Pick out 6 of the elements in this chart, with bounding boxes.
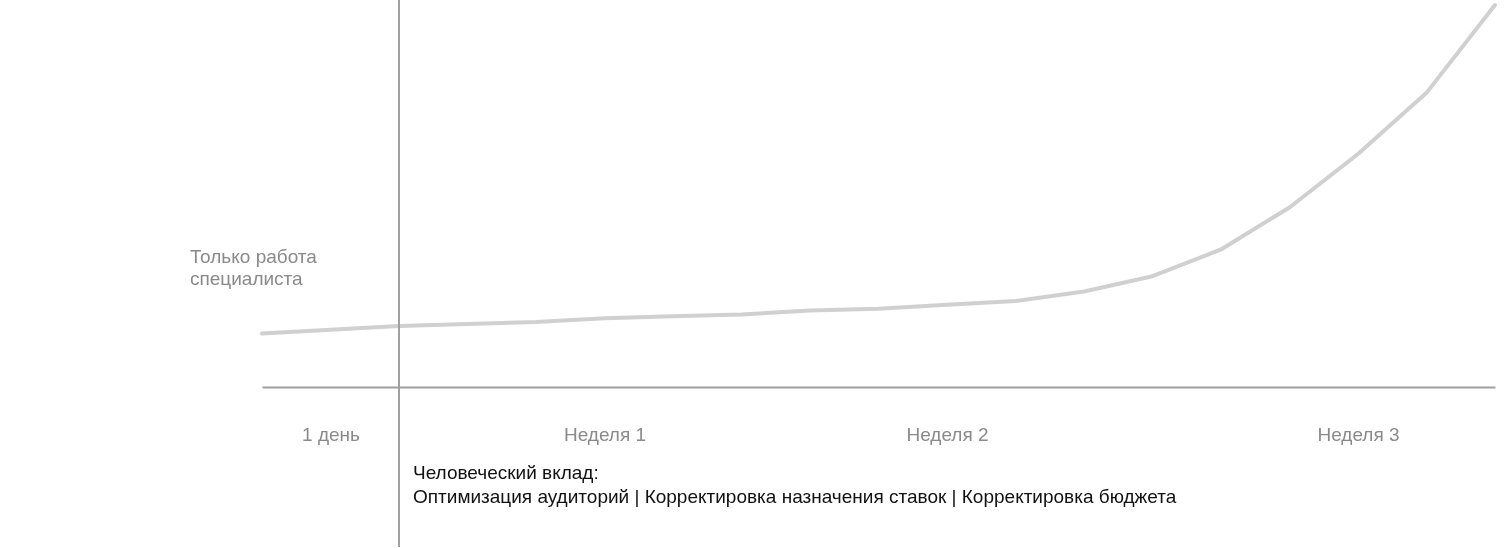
x-tick-label: 1 день — [302, 423, 361, 445]
text: Человеческий вклад: Оптимизация аудиторий | Корректировка назначения ставок | Корректировка бюджета — [413, 462, 1177, 507]
x-tick-label: Неделя 2 — [906, 423, 989, 445]
x-tick-label: Неделя 3 — [1317, 423, 1400, 445]
text: Только работа специалиста — [190, 246, 318, 289]
x-tick-label: Неделя 1 — [563, 423, 647, 445]
